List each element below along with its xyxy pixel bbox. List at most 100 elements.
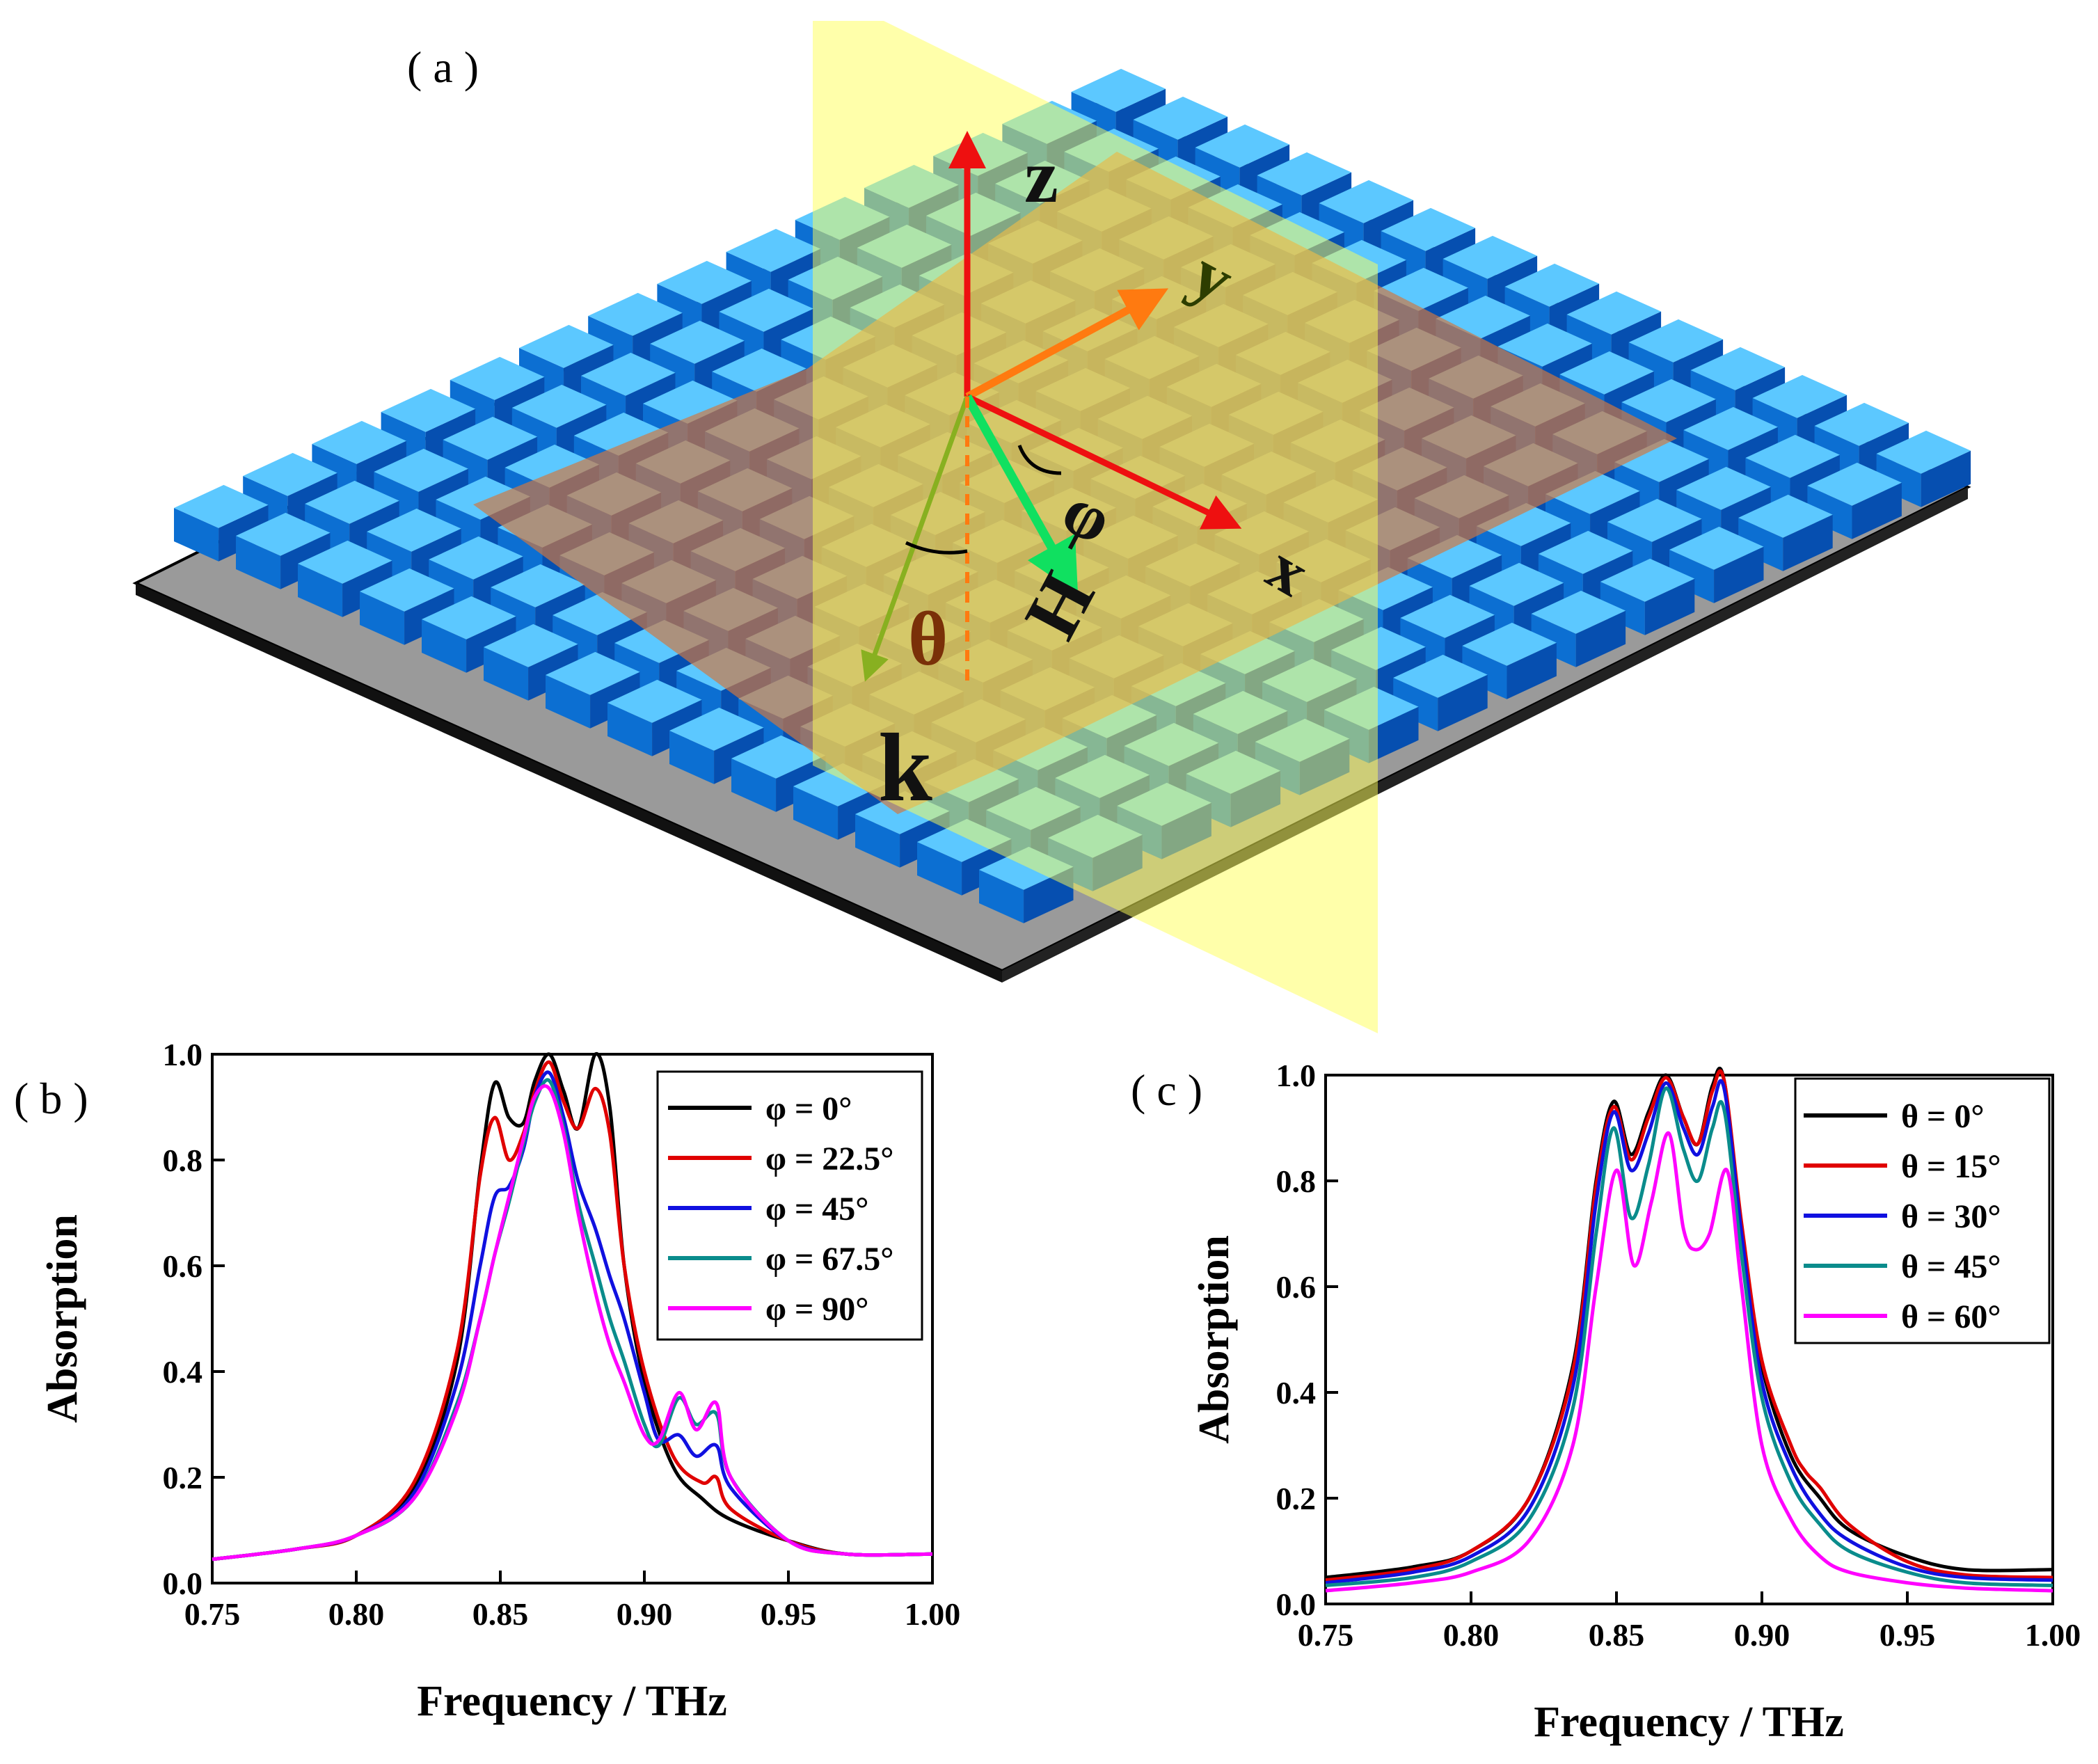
y-tick-label: 0.8 xyxy=(163,1143,203,1178)
panel-a-illustration: ( a ) z y x φ H θ k xyxy=(132,21,1971,1033)
cube-face xyxy=(1257,175,1302,229)
cube-face xyxy=(731,735,826,779)
cube-face xyxy=(1538,530,1633,574)
theta-label: θ xyxy=(908,596,948,681)
cube-face xyxy=(1876,454,1921,507)
cube-face xyxy=(719,288,813,332)
cube-face xyxy=(726,228,821,272)
cube-face xyxy=(1600,582,1645,635)
cube-face xyxy=(657,260,752,304)
cube-face xyxy=(367,532,412,585)
cube-face xyxy=(1745,434,1840,478)
cube-face xyxy=(491,587,536,641)
cube-face xyxy=(174,508,219,562)
cube-face xyxy=(553,615,598,669)
cube-face xyxy=(1469,562,1564,606)
x-tick-label: 0.95 xyxy=(761,1596,817,1632)
series-line xyxy=(1325,1079,2053,1585)
legend-entry: φ = 0° xyxy=(765,1090,852,1127)
cube-face xyxy=(1257,152,1352,196)
cube-face xyxy=(1381,207,1476,251)
cube-face xyxy=(1738,518,1783,571)
cube-face xyxy=(1531,614,1576,667)
cube-face xyxy=(305,480,399,524)
legend-entry: θ = 0° xyxy=(1901,1098,1985,1135)
panel-b-plot-frame xyxy=(211,1053,934,1584)
panel-b-ticks: 0.75 0.80 0.85 0.90 0.95 1.00 0.0 0.2 0.4 0.6 0.8 1… xyxy=(163,1037,961,1632)
y-tick-label: 0.6 xyxy=(1276,1269,1317,1305)
cube-face xyxy=(1195,124,1290,168)
cube-face xyxy=(1669,526,1764,570)
cube-face xyxy=(1669,550,1715,603)
cube-face xyxy=(1644,578,1695,635)
cube-face xyxy=(511,408,557,461)
cube-face xyxy=(1195,148,1240,201)
panel-c-x-axis-label: Frequency / THz xyxy=(1534,1699,1843,1746)
cube-face xyxy=(1628,319,1724,363)
cube-face xyxy=(1531,590,1626,634)
panel-b-legend: φ = 0° φ = 22.5° φ = 45° φ = 67.5° φ = 90° xyxy=(668,1090,894,1328)
cube-face xyxy=(1407,558,1452,612)
x-tick-label: 0.90 xyxy=(617,1596,673,1632)
cube-face xyxy=(1752,374,1847,418)
cube-face xyxy=(1507,642,1557,699)
x-tick-label: 0.85 xyxy=(1589,1617,1645,1653)
series-line xyxy=(1325,1069,2053,1582)
cube-face xyxy=(1393,678,1438,731)
cube-face xyxy=(1319,203,1364,257)
cube-face xyxy=(1575,610,1626,667)
cube-face xyxy=(429,536,523,580)
cube-face xyxy=(381,412,426,466)
k-vector-arrow xyxy=(861,395,970,682)
cube-face xyxy=(1504,287,1550,340)
cube-face xyxy=(1443,259,1488,312)
legend-entry: θ = 45° xyxy=(1901,1248,2001,1285)
cube-face xyxy=(1566,291,1662,335)
cube-face xyxy=(1607,498,1702,542)
cube-face xyxy=(1683,430,1729,484)
cube-face xyxy=(917,842,962,896)
cube-face xyxy=(726,252,771,305)
x-tick-label: 0.85 xyxy=(472,1596,529,1632)
panel-c-legend: θ = 0° θ = 15° θ = 30° θ = 45° θ = 60° xyxy=(1804,1098,2001,1335)
cube-face xyxy=(1462,622,1557,666)
cube-face xyxy=(484,623,578,667)
y-tick-label: 0.2 xyxy=(1276,1481,1317,1516)
cube-face xyxy=(367,508,461,552)
y-tick-label: 0.4 xyxy=(163,1354,203,1390)
series-line xyxy=(212,1052,933,1562)
x-tick-label: 0.95 xyxy=(1880,1617,1936,1653)
cube-face xyxy=(1738,494,1833,538)
cube-face xyxy=(546,675,591,729)
cube-face xyxy=(1921,450,1971,507)
cube-face xyxy=(657,284,702,337)
cube-face xyxy=(1607,522,1653,575)
series-line xyxy=(212,1084,933,1562)
cube-face xyxy=(450,356,545,400)
cube-face xyxy=(1683,406,1778,450)
cube-face xyxy=(731,758,777,812)
h-field-arrow xyxy=(963,394,1079,595)
cube-face xyxy=(1876,430,1971,474)
cube-face xyxy=(588,292,683,336)
cube-face xyxy=(855,814,900,868)
cube-face xyxy=(738,699,784,752)
z-axis-label: z xyxy=(1024,134,1058,218)
y-tick-label: 0.8 xyxy=(1276,1163,1317,1199)
cube-face xyxy=(298,540,392,584)
panel-c-ticks: 0.75 0.80 0.85 0.90 0.95 1.00 0.0 0.2 0.4 0.6 0.8 1… xyxy=(1276,1058,2081,1653)
cube-face xyxy=(581,352,676,396)
cube-face xyxy=(1497,323,1592,367)
cube-face xyxy=(588,316,633,370)
cube-face xyxy=(450,380,495,434)
cube-face xyxy=(573,412,669,456)
y-tick-label: 0.2 xyxy=(163,1460,203,1495)
panel-b-legend-box xyxy=(656,1070,923,1341)
panel-b-y-axis-label: Absorption xyxy=(39,1214,86,1423)
cube-face xyxy=(1566,315,1612,368)
cube-face xyxy=(1676,490,1722,543)
cube-face xyxy=(581,376,626,429)
x-tick-label: 0.80 xyxy=(328,1596,385,1632)
cube-face xyxy=(1807,486,1852,539)
